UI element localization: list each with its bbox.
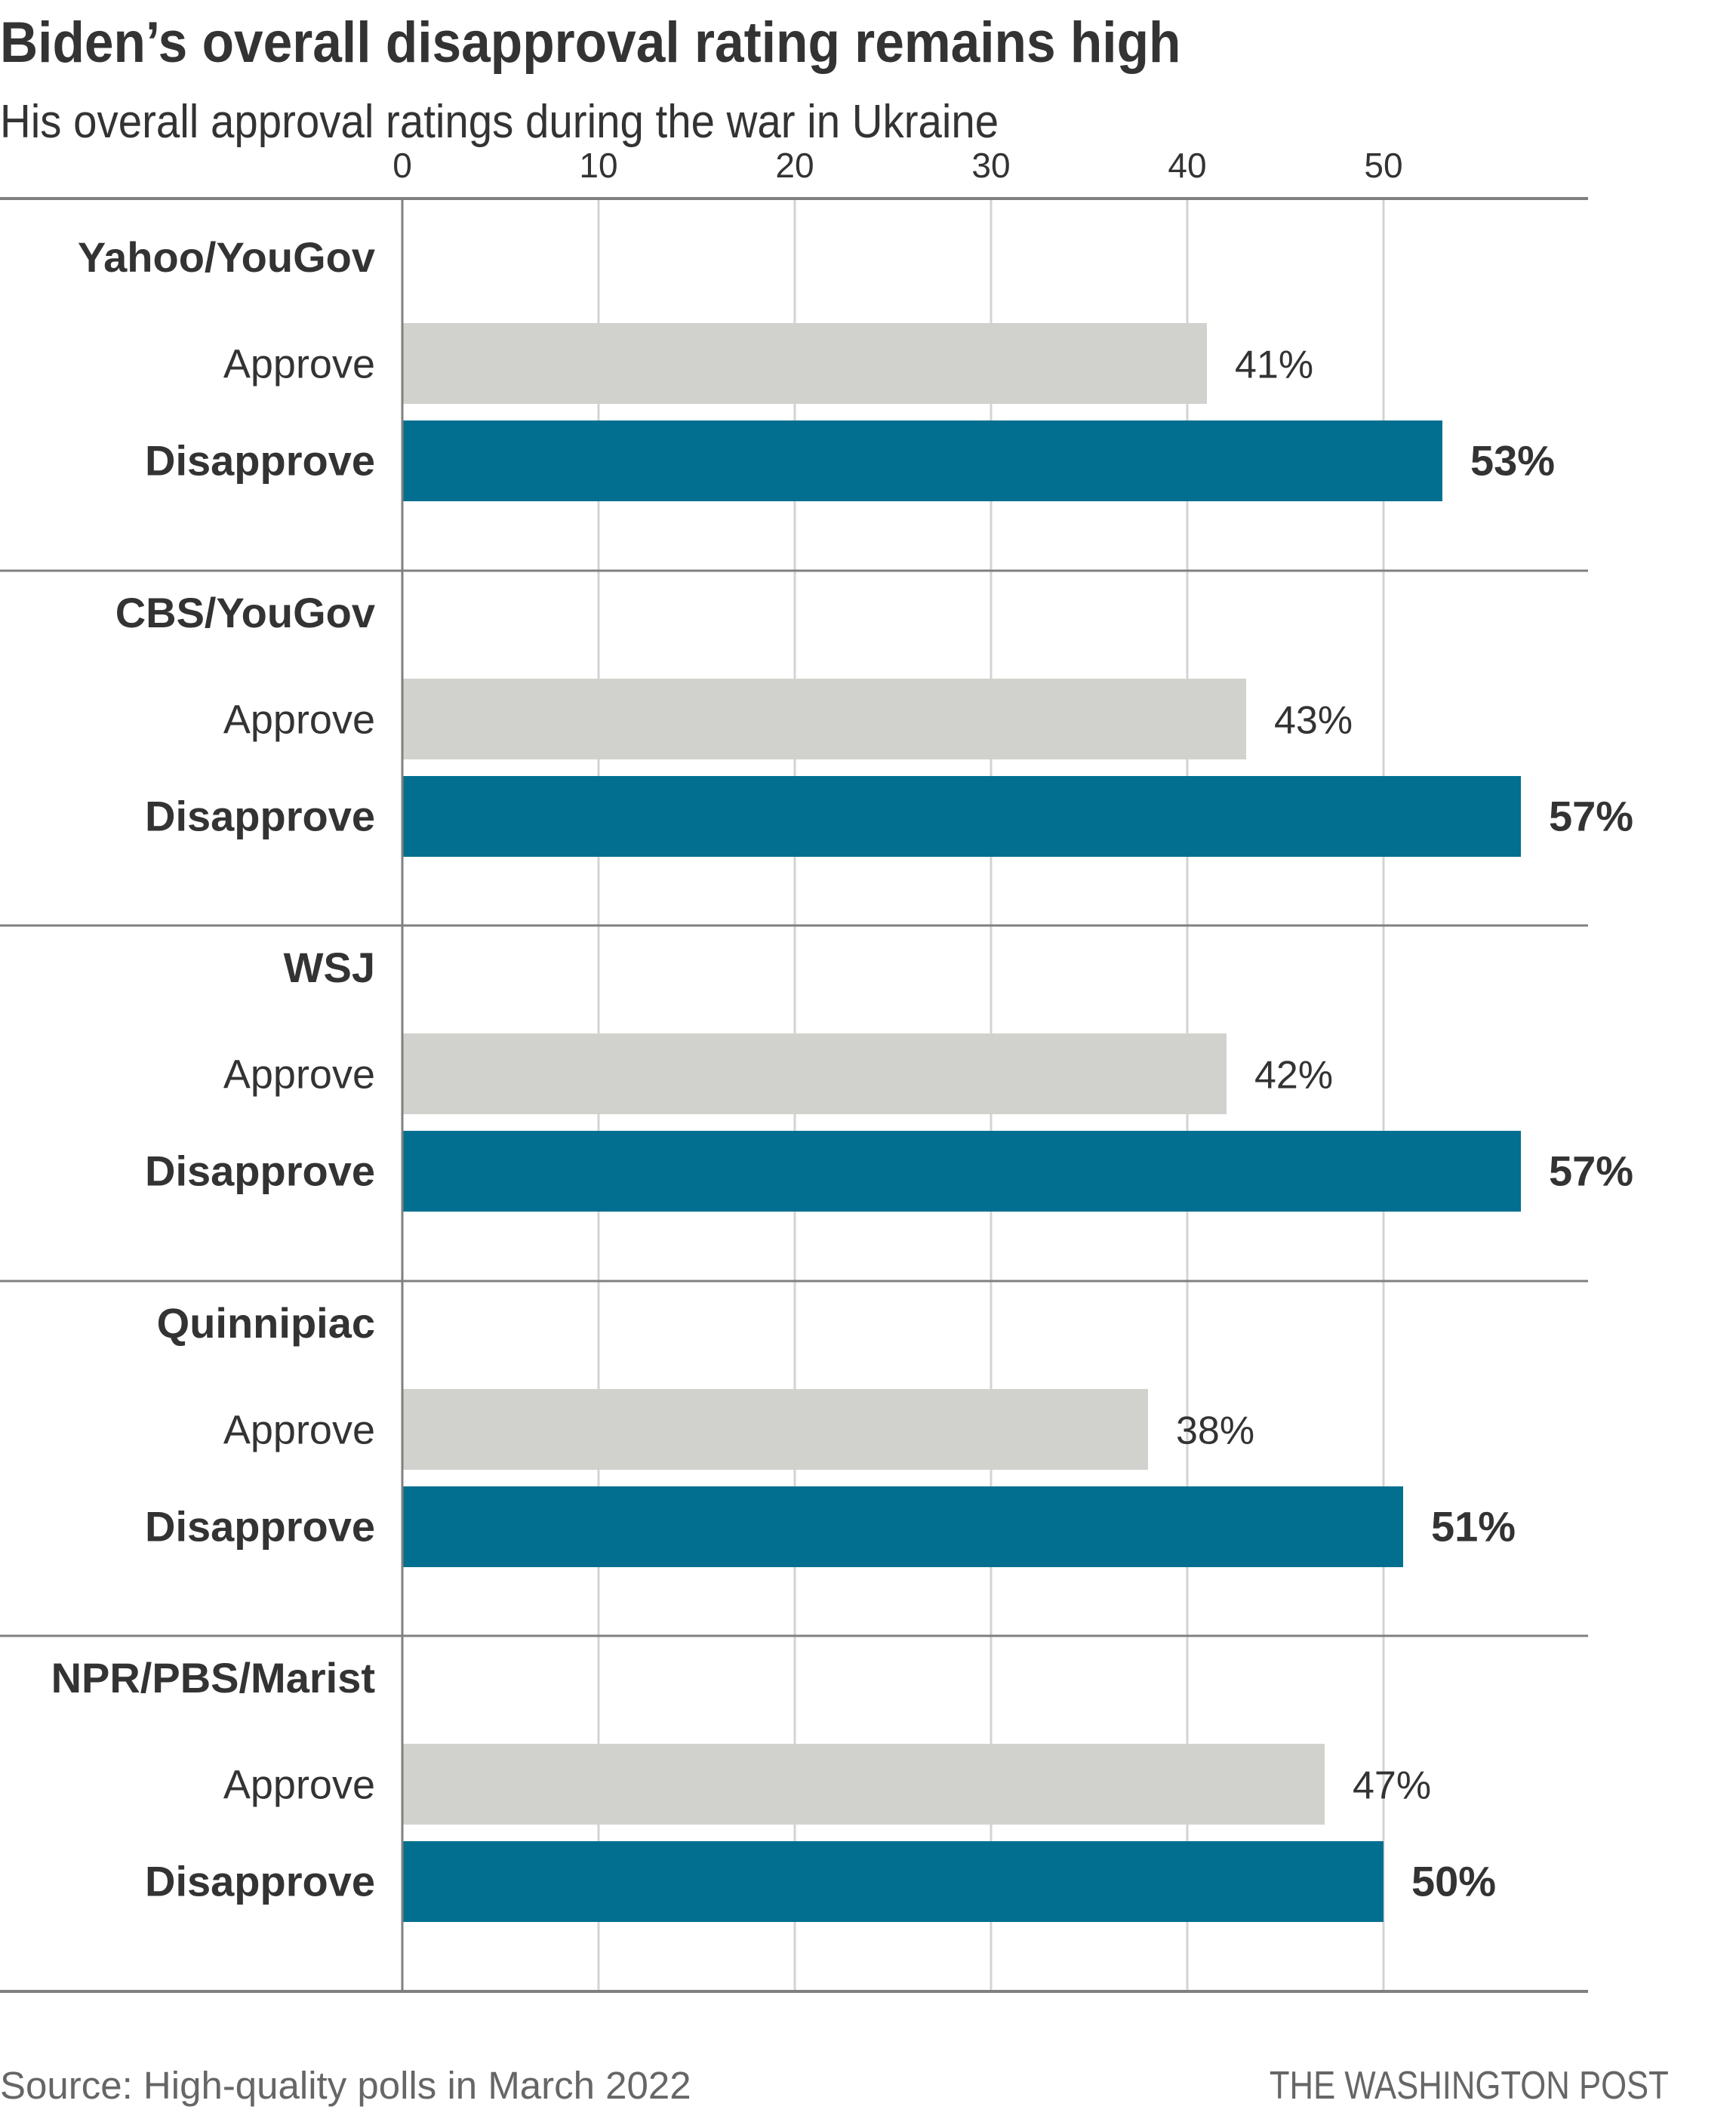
series-label-disapprove: Disapprove: [145, 1858, 375, 1905]
group-label: WSJ: [284, 944, 375, 991]
data-label: 57%: [1549, 793, 1633, 840]
series-label-disapprove: Disapprove: [145, 1503, 375, 1551]
x-tick-label: 40: [1168, 146, 1206, 185]
series-label-approve: Approve: [223, 342, 375, 387]
series-label-approve: Approve: [223, 1408, 375, 1453]
group-dividers: [0, 569, 1588, 1637]
series-label-disapprove: Disapprove: [145, 793, 375, 840]
data-label: 41%: [1235, 343, 1313, 387]
bar-approve: [402, 1744, 1325, 1825]
bar-disapprove: [402, 1131, 1521, 1212]
bar-approve: [402, 1033, 1227, 1114]
bar-disapprove: [402, 1841, 1384, 1922]
series-label-approve: Approve: [223, 698, 375, 743]
chart-footer: Source: High-quality polls in March 2022…: [0, 2064, 1669, 2108]
series-label-approve: Approve: [223, 1052, 375, 1098]
data-label: 38%: [1176, 1409, 1254, 1453]
bar-disapprove: [402, 1486, 1403, 1567]
labels: Approve 41% Disapprove 53% Yahoo/YouGov Appro…: [51, 233, 1634, 1905]
bar-disapprove: [402, 776, 1521, 857]
chart-title: Biden’s overall disapproval rating remai…: [0, 11, 1180, 75]
bar-approve: [402, 1389, 1148, 1470]
group-label: Quinnipiac: [157, 1299, 375, 1347]
bar-approve: [402, 323, 1207, 404]
bar-approve: [402, 679, 1246, 759]
series-label-disapprove: Disapprove: [145, 1147, 375, 1195]
publisher-credit: THE WASHINGTON POST: [1270, 2065, 1669, 2108]
data-label: 57%: [1549, 1147, 1633, 1195]
data-label: 42%: [1254, 1054, 1333, 1098]
series-label-approve: Approve: [223, 1763, 375, 1808]
source-note: Source: High-quality polls in March 2022: [0, 2064, 691, 2107]
series-label-disapprove: Disapprove: [145, 437, 375, 485]
chart-subtitle: His overall approval ratings during the …: [0, 95, 999, 148]
x-tick-label: 20: [775, 146, 814, 185]
x-tick-label: 50: [1364, 146, 1402, 185]
group-label: CBS/YouGov: [115, 589, 375, 636]
data-label: 51%: [1431, 1503, 1516, 1551]
group-label: NPR/PBS/Marist: [51, 1654, 375, 1702]
group-label: Yahoo/YouGov: [78, 233, 375, 281]
bars: [402, 323, 1521, 1922]
data-label: 50%: [1411, 1858, 1496, 1905]
data-label: 53%: [1470, 437, 1555, 485]
chart-header: Biden’s overall disapproval rating remai…: [0, 11, 1180, 147]
x-axis: 0 10 20 30 40 50: [0, 146, 1588, 1993]
data-label: 43%: [1274, 699, 1353, 743]
data-label: 47%: [1353, 1764, 1431, 1808]
bar-disapprove: [402, 420, 1442, 501]
x-tick-label: 0: [392, 146, 412, 185]
x-tick-label: 10: [579, 146, 617, 185]
x-tick-label: 30: [971, 146, 1010, 185]
